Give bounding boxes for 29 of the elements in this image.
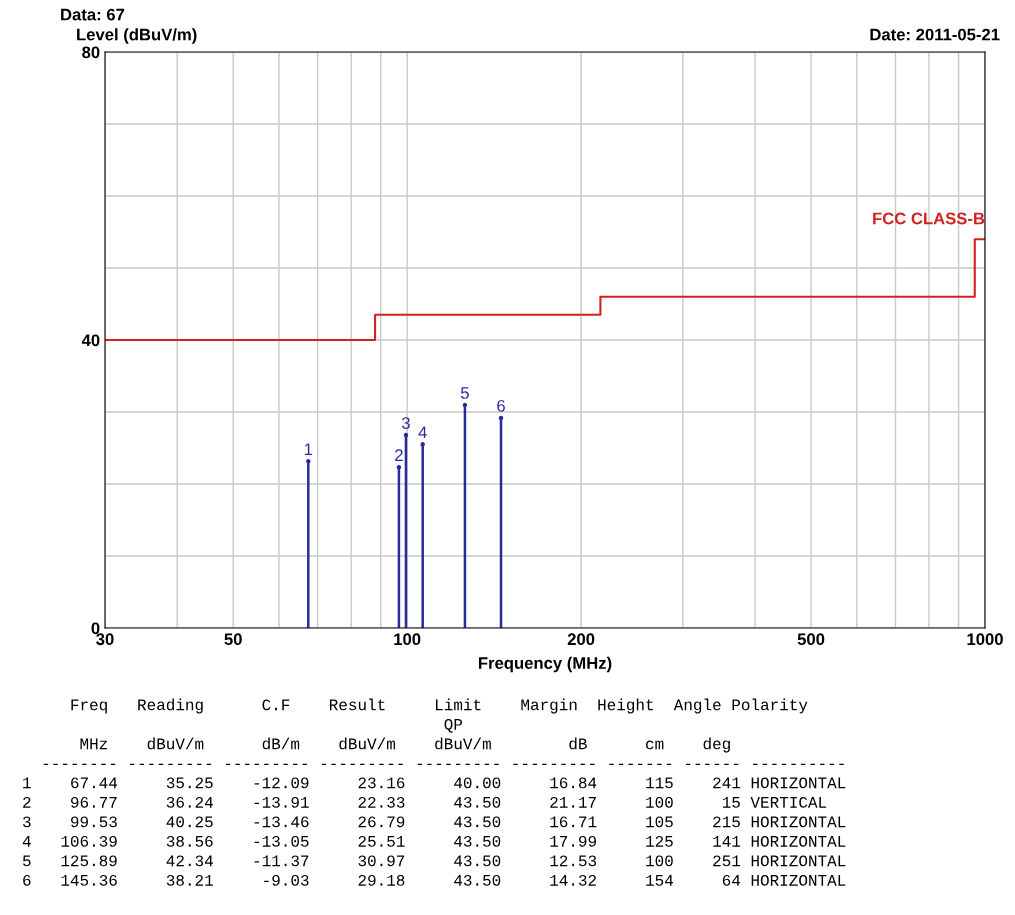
text: 3 99.53 40.25 -13.46 26.79 43.50 16.71 105 215 HORIZONTAL (23, 816, 846, 828)
chart-subtitle: Date: 2011-05-21 (870, 28, 1000, 41)
x-tick-label: 30 (96, 633, 114, 646)
annotation: 5 (460, 387, 469, 399)
text: 1 67.44 35.25 -12.09 23.16 40.00 16.84 115 241 HORIZONTAL (23, 777, 846, 789)
text: QP (444, 718, 463, 733)
text: 4 106.39 38.56 -13.05 25.51 43.50 17.99 125 141 HORIZONTAL (22, 835, 846, 847)
chart-title: Data: 67 (61, 8, 125, 21)
x-tick-label: 500 (797, 633, 825, 646)
text: 5 125.89 42.34 -11.37 30.97 43.50 12.53 100 251 HORIZONTAL (23, 855, 846, 867)
x-tick-label: 1000 (967, 633, 1003, 646)
y-tick-label: 80 (82, 46, 100, 59)
annotation: 2 (395, 449, 403, 461)
annotation: 4 (418, 426, 427, 438)
y-tick-label: 0 (91, 622, 100, 635)
x-tick-label: 50 (224, 633, 242, 646)
x-axis-title: Frequency (MHz) (478, 656, 612, 673)
x-tick-label: 200 (567, 633, 595, 646)
text: 6 145.36 38.21 -9.03 29.18 43.50 14.32 154 64 HORIZONTAL (23, 874, 846, 886)
text: MHz dBuV/m dB/m dBuV/m dBuV/m dB cm deg (80, 737, 730, 753)
y-axis-title: Level (dBuV/m) (77, 28, 197, 44)
annotation: 1 (304, 443, 313, 455)
annotation: 6 (497, 399, 505, 412)
text: -------- --------- --------- --------- --------- --------- ------- ------ ---------- (43, 763, 844, 766)
annotation: 3 (401, 417, 410, 429)
text: Freq Reading C.F Result Limit Margin Height Angle Polarity (71, 698, 808, 714)
y-tick-label: 40 (81, 334, 100, 347)
text: 2 96.77 36.24 -13.91 22.33 43.50 21.17 100 15 VERTICAL (23, 796, 827, 808)
x-tick-label: 100 (394, 633, 421, 646)
